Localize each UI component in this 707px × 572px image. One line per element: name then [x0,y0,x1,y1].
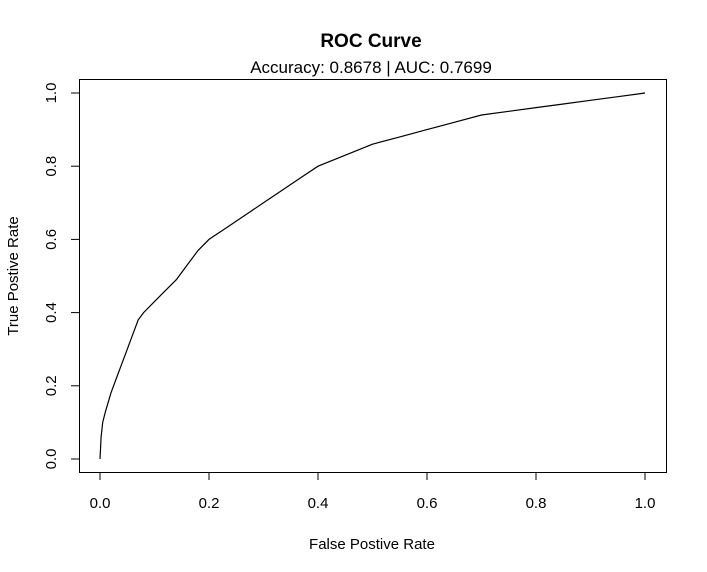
x-tick-label: 0.0 [90,495,111,512]
chart-title: ROC Curve [320,31,421,52]
y-axis: 0.0 0.2 0.4 0.6 0.8 1.0 [43,83,79,470]
x-tick-label: 1.0 [635,495,656,512]
x-tick-label: 0.8 [526,495,547,512]
y-tick-label: 0.4 [43,302,60,323]
y-tick-label: 1.0 [43,83,60,104]
y-tick-label: 0.6 [43,229,60,250]
roc-curve-line [99,92,646,460]
y-tick-label: 0.8 [43,156,60,177]
x-tick-label: 0.6 [417,495,438,512]
plot-frame [79,79,667,473]
y-tick-label: 0.2 [43,375,60,396]
x-tick-label: 0.4 [308,495,329,512]
x-axis-label: False Postive Rate [309,536,435,553]
y-tick-label: 0.0 [43,449,60,470]
x-axis: 0.0 0.2 0.4 0.6 0.8 1.0 [90,472,656,512]
chart-subtitle: Accuracy: 0.8678 | AUC: 0.7699 [250,58,492,77]
y-axis-label: True Postive Rate [5,216,22,336]
x-tick-label: 0.2 [199,495,220,512]
